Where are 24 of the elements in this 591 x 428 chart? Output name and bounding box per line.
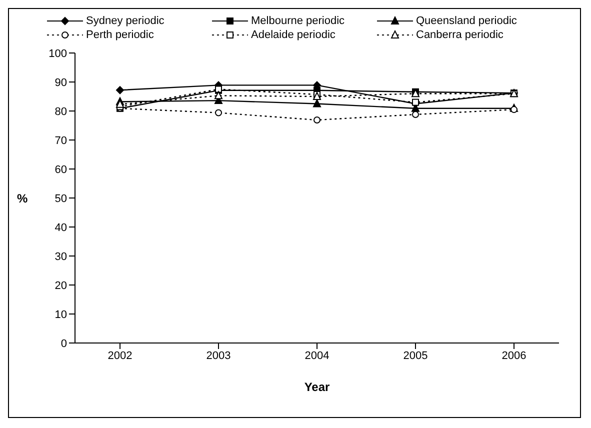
- y-tick-label: 20: [54, 280, 67, 292]
- x-tick-label: 2003: [206, 350, 231, 362]
- legend-label: Sydney periodic: [86, 15, 164, 27]
- y-tick-label: 0: [60, 338, 67, 350]
- y-tick-label: 60: [54, 164, 67, 176]
- y-tick-label: 80: [54, 106, 67, 118]
- y-tick-label: 50: [54, 192, 67, 205]
- y-axis-title: %: [17, 191, 28, 206]
- y-tick-label: 10: [54, 308, 67, 321]
- y-tick-label: 30: [54, 250, 67, 263]
- x-tick-label: 2004: [304, 350, 330, 362]
- y-tick-label: 90: [54, 76, 67, 89]
- x-tick-label: 2005: [403, 350, 428, 362]
- legend-label: Canberra periodic: [416, 29, 504, 41]
- y-tick-label: 100: [48, 48, 67, 60]
- y-tick-label: 70: [54, 134, 67, 147]
- legend-label: Melbourne periodic: [251, 15, 345, 27]
- x-axis-title: Year: [304, 380, 330, 394]
- legend-label: Adelaide periodic: [251, 29, 336, 41]
- legend-label: Perth periodic: [86, 29, 154, 41]
- x-tick-label: 2006: [502, 350, 526, 362]
- x-tick-label: 2002: [108, 350, 132, 362]
- y-tick-label: 40: [54, 222, 67, 234]
- legend-label: Queensland periodic: [416, 15, 517, 27]
